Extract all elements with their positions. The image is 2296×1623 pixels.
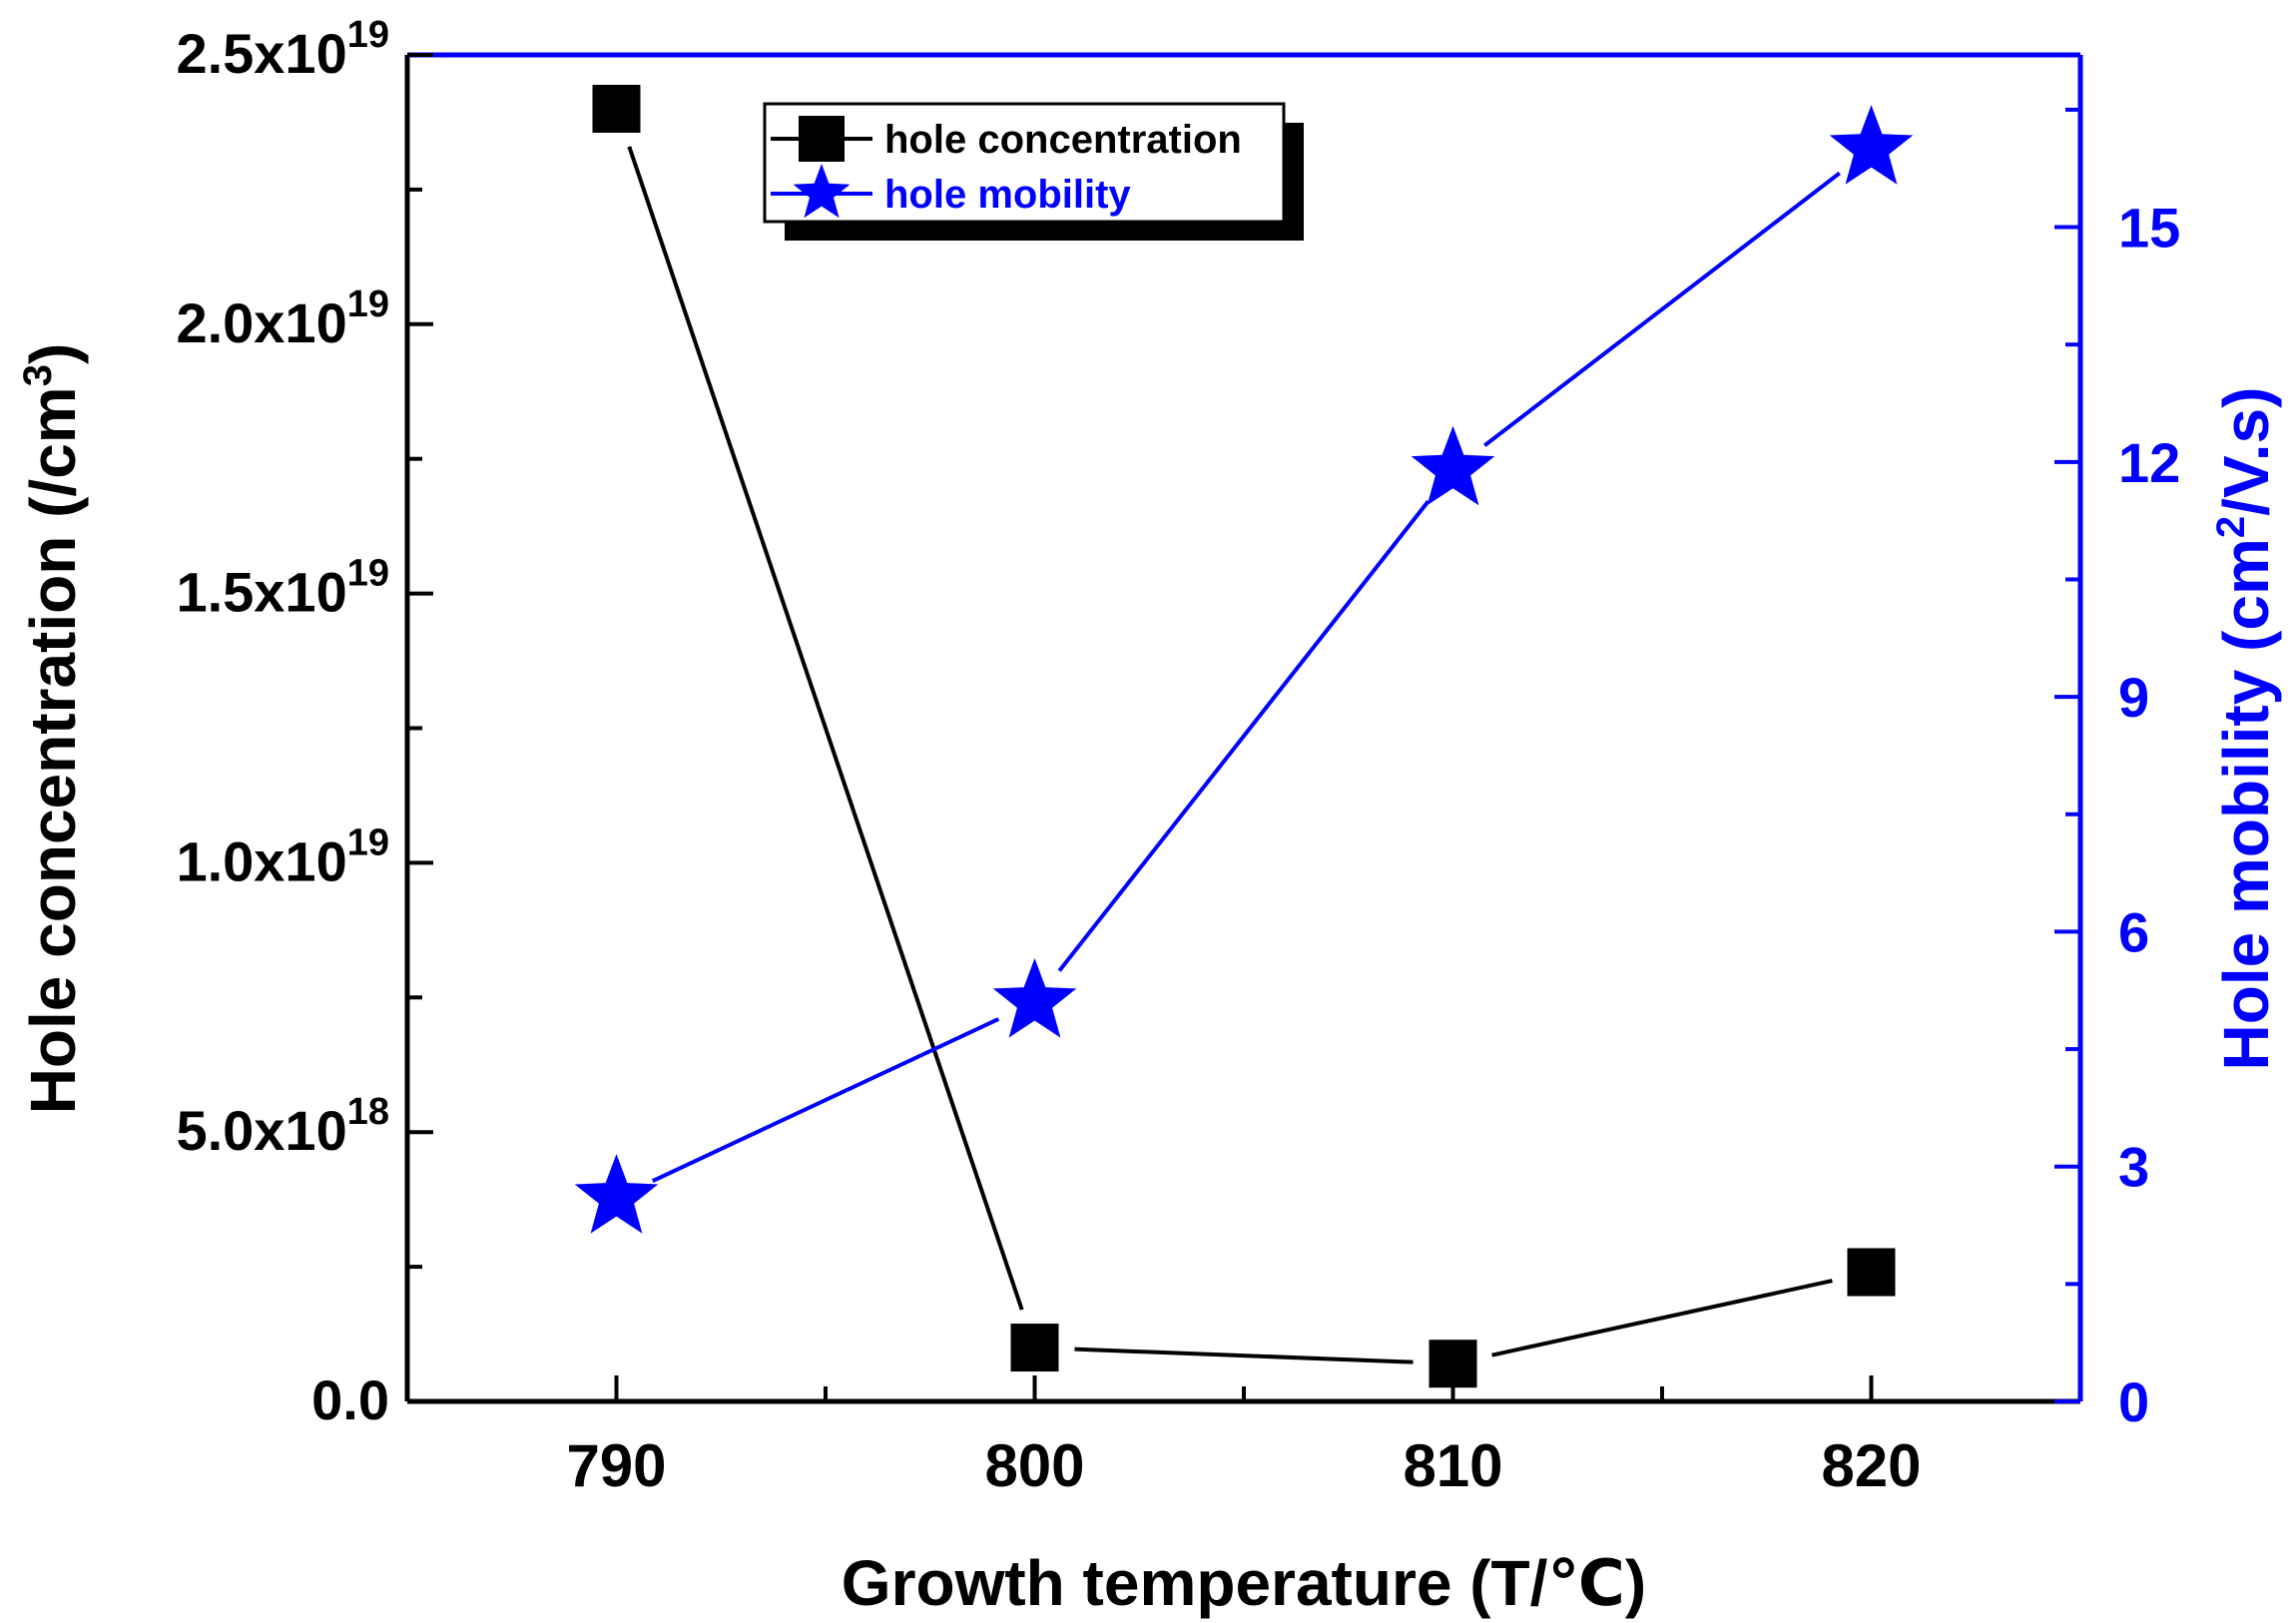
plot-frame <box>404 52 2083 1404</box>
series-segment <box>1491 1279 1833 1357</box>
mobility-point <box>1411 425 1495 506</box>
x-axis-ticks: 790 800 810 820 <box>566 1375 1922 1499</box>
legend-star-marker <box>793 164 851 219</box>
right-axis-title: Hole mobility (cm2/V.s) <box>2209 387 2282 1071</box>
series-lines <box>627 146 1841 1364</box>
right-tick-label: 3 <box>2118 1136 2149 1199</box>
right-tick-label: 6 <box>2118 900 2149 963</box>
left-tick-label: 5.0x1018 <box>176 1091 389 1162</box>
concentration-point <box>1847 1248 1896 1297</box>
left-axis-ticks: 0.0 5.0x1018 1.0x1019 1.5x1019 2.0x1019 2.5x1… <box>176 14 433 1431</box>
x-tick-label: 790 <box>566 1432 666 1499</box>
series-segment <box>651 1017 1000 1183</box>
right-tick-label: 12 <box>2118 431 2180 494</box>
mobility-point <box>992 958 1077 1038</box>
series-segment <box>1057 499 1431 972</box>
series-segment <box>1483 171 1841 447</box>
left-tick-label: 1.0x1019 <box>176 821 389 892</box>
left-tick-label: 1.5x1019 <box>176 553 389 624</box>
left-tick-label: 0.0 <box>311 1368 389 1431</box>
left-tick-label: 2.0x1019 <box>176 283 389 354</box>
x-tick-label: 810 <box>1403 1432 1502 1499</box>
mobility-point <box>1829 105 1914 185</box>
left-axis-title: Hole concentration (/cm3) <box>16 343 89 1115</box>
mobility-point <box>574 1154 659 1234</box>
x-axis-title: Growth temperature (T/℃) <box>842 1547 1646 1619</box>
series-segment <box>627 146 1024 1311</box>
concentration-point <box>1010 1324 1059 1372</box>
legend-label-mobility: hole mobility <box>884 173 1131 217</box>
legend-item-hole-concentration: hole concentration <box>771 116 1242 162</box>
series-segment <box>1074 1347 1414 1364</box>
x-tick-label: 820 <box>1821 1432 1921 1499</box>
legend-label-concentration: hole concentration <box>884 118 1242 162</box>
right-tick-label: 9 <box>2118 666 2149 729</box>
legend-square-marker <box>799 116 845 162</box>
concentration-point <box>1429 1340 1477 1388</box>
x-tick-label: 800 <box>984 1432 1084 1499</box>
left-tick-label: 2.5x1019 <box>176 14 389 85</box>
series-markers <box>574 84 1914 1388</box>
legend-box <box>763 102 1286 224</box>
legend-item-hole-mobility: hole mobility <box>771 164 1131 219</box>
right-tick-label: 0 <box>2118 1370 2149 1433</box>
concentration-point <box>592 84 641 133</box>
legend: hole concentration hole mobility <box>763 102 1304 241</box>
right-axis-ticks: 0 3 6 9 12 15 <box>2054 107 2180 1433</box>
right-tick-label: 15 <box>2118 197 2180 260</box>
